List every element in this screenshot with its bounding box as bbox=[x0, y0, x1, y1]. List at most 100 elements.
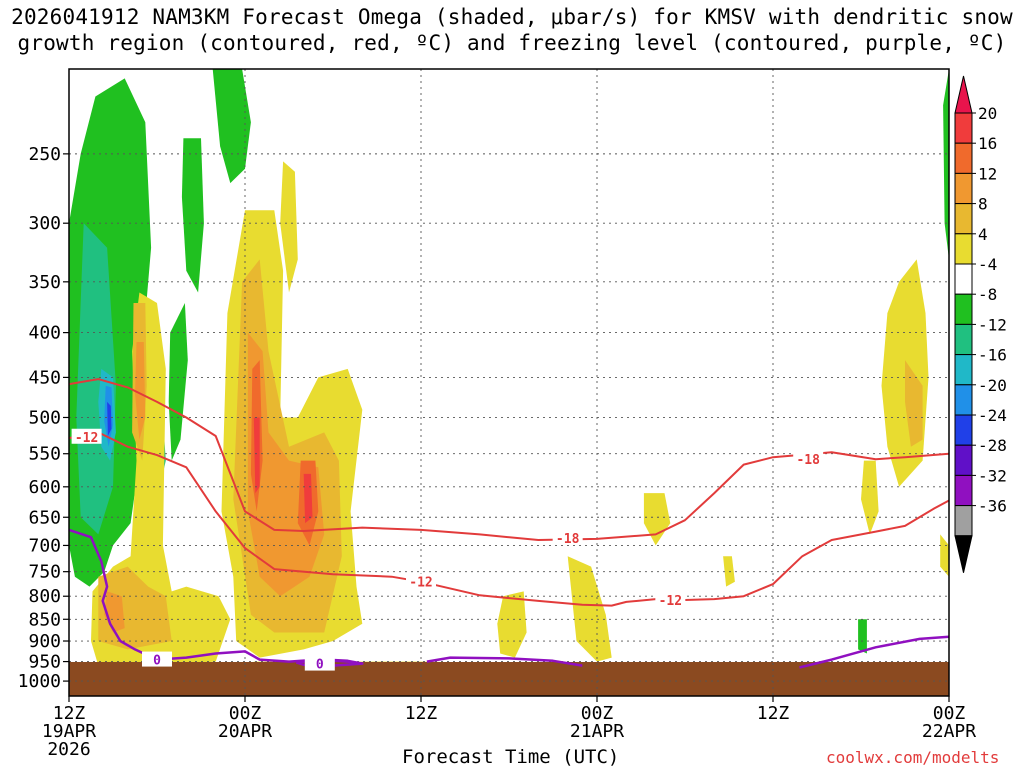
colorbar-label: 20 bbox=[978, 104, 997, 123]
colorbar-label: 4 bbox=[978, 225, 988, 244]
omega-descent-lobe bbox=[858, 619, 867, 654]
colorbar-label: -24 bbox=[978, 406, 1007, 425]
contour-label-freezing-bg bbox=[142, 651, 172, 667]
contour-label-minus12-bg bbox=[71, 428, 102, 444]
omega-ascent-lobe bbox=[253, 417, 260, 494]
contour-label-freezing: 0 bbox=[153, 654, 161, 669]
omega-descent-lobe bbox=[943, 69, 949, 260]
colorbar-swatch bbox=[954, 172, 973, 205]
omega-ascent-lobe bbox=[940, 534, 949, 577]
x-tick-label: 12Z bbox=[53, 703, 86, 724]
x-tick-date: 22APR bbox=[922, 721, 976, 742]
colorbar-label: -12 bbox=[978, 315, 1007, 334]
omega-ascent-lobe bbox=[135, 342, 146, 440]
x-tick-label: 12Z bbox=[405, 703, 438, 724]
x-tick-label: 00Z bbox=[581, 703, 614, 724]
omega-ascent-lobe bbox=[567, 556, 612, 662]
isotherm-minus18-line bbox=[69, 378, 949, 541]
omega-ascent-lobe bbox=[643, 493, 671, 546]
omega-descent-lobe bbox=[107, 401, 112, 436]
x-tick-year: 2026 bbox=[47, 739, 90, 760]
colorbar-label: -20 bbox=[978, 376, 1007, 395]
temperature-contours: -12 -12 -12 -18 -18 0 0 bbox=[69, 378, 949, 673]
colorbar-swatch bbox=[954, 142, 973, 174]
y-tick-label: 850 bbox=[28, 609, 61, 630]
plot-frame bbox=[68, 68, 950, 697]
freezing-level-line bbox=[426, 656, 583, 667]
colorbar-swatch bbox=[954, 293, 973, 325]
colorbar-swatch bbox=[954, 354, 973, 386]
y-tick-label: 300 bbox=[28, 213, 61, 234]
colorbar-label: -4 bbox=[978, 255, 997, 274]
y-tick-label: 750 bbox=[28, 562, 61, 583]
colorbar-swatch bbox=[954, 505, 973, 537]
y-tick-label: 800 bbox=[28, 586, 61, 607]
colorbar-swatch bbox=[954, 263, 973, 295]
omega-descent-lobe bbox=[212, 69, 251, 184]
contour-label-freezing-bg bbox=[304, 655, 335, 671]
x-tick-label: 00Z bbox=[933, 703, 966, 724]
contour-label-minus12-bg bbox=[406, 573, 436, 589]
x-tick-date: 19APR bbox=[42, 721, 96, 742]
omega-ascent-lobe bbox=[303, 473, 313, 524]
contour-label-minus18-bg bbox=[552, 529, 583, 545]
y-tick-label: 1000 bbox=[18, 671, 61, 692]
ground-terrain bbox=[69, 662, 949, 696]
y-tick-label: 550 bbox=[28, 444, 61, 465]
colorbar-swatch bbox=[954, 474, 973, 507]
y-tick-label: 350 bbox=[28, 272, 61, 293]
colorbar-swatch bbox=[954, 112, 973, 144]
colorbar-label: -36 bbox=[978, 497, 1007, 516]
colorbar-label: -32 bbox=[978, 466, 1007, 485]
colorbar-label: -28 bbox=[978, 436, 1007, 455]
colorbar-swatch bbox=[954, 203, 973, 235]
chart-title: 2026041912 NAM3KM Forecast Omega (shaded… bbox=[0, 4, 1024, 56]
colorbar-swatch bbox=[954, 414, 973, 446]
colorbar-label: 8 bbox=[978, 195, 988, 214]
contour-label-minus12: -12 bbox=[409, 576, 432, 591]
contour-label-minus18: -18 bbox=[556, 532, 580, 547]
chart-title-line1: 2026041912 NAM3KM Forecast Omega (shaded… bbox=[11, 5, 1013, 29]
colorbar-label: 12 bbox=[978, 164, 997, 183]
omega-ascent-lobe bbox=[905, 360, 923, 447]
y-tick-label: 600 bbox=[28, 477, 61, 498]
contour-label-minus18: -18 bbox=[796, 453, 820, 468]
y-tick-label: 950 bbox=[28, 652, 61, 673]
y-tick-label: 400 bbox=[28, 323, 61, 344]
plot-area bbox=[69, 69, 949, 696]
colorbar-swatch bbox=[954, 444, 973, 476]
x-axis-label: Forecast Time (UTC) bbox=[402, 746, 620, 768]
colorbar-label: 16 bbox=[978, 134, 997, 153]
colorbar-bottom-arrow bbox=[954, 535, 973, 573]
colorbar-swatch bbox=[954, 384, 973, 416]
contour-label-minus12-bg bbox=[655, 592, 686, 608]
colorbar-swatch bbox=[954, 323, 973, 356]
y-tick-label: 450 bbox=[28, 367, 61, 388]
omega-ascent-lobe bbox=[280, 161, 298, 293]
contour-label-minus18-bg bbox=[793, 451, 824, 467]
isotherm-minus12-line bbox=[69, 431, 949, 607]
colorbar-label: -16 bbox=[978, 346, 1007, 365]
x-tick-label: 12Z bbox=[757, 703, 790, 724]
colorbar-swatch bbox=[954, 233, 973, 265]
colorbar-top-arrow bbox=[954, 75, 973, 114]
chart-title-line2: growth region (contoured, red, ºC) and f… bbox=[17, 31, 1007, 55]
y-tick-label: 500 bbox=[28, 407, 61, 428]
omega-ascent-lobe bbox=[861, 460, 879, 535]
y-tick-label: 900 bbox=[28, 631, 61, 652]
colorbar: 20 16 12 8 4 -4 -8 -12 -16 -20 -24 -28 -32 -36 bbox=[954, 75, 1007, 573]
omega-descent-lobe bbox=[168, 303, 188, 461]
y-tick-label: 250 bbox=[28, 144, 61, 165]
source-credit: coolwx.com/modelts bbox=[826, 748, 1000, 767]
x-tick-label: 00Z bbox=[229, 703, 262, 724]
freezing-level-line bbox=[799, 635, 949, 669]
contour-label-minus12: -12 bbox=[659, 594, 682, 609]
omega-descent-lobe bbox=[181, 138, 204, 293]
y-tick-label: 700 bbox=[28, 535, 61, 556]
x-tick-date: 21APR bbox=[570, 721, 624, 742]
y-tick-label: 650 bbox=[28, 507, 61, 528]
contour-label-freezing: 0 bbox=[316, 658, 324, 673]
y-axis: 2503003504004505005506006507007508008509… bbox=[18, 144, 69, 692]
